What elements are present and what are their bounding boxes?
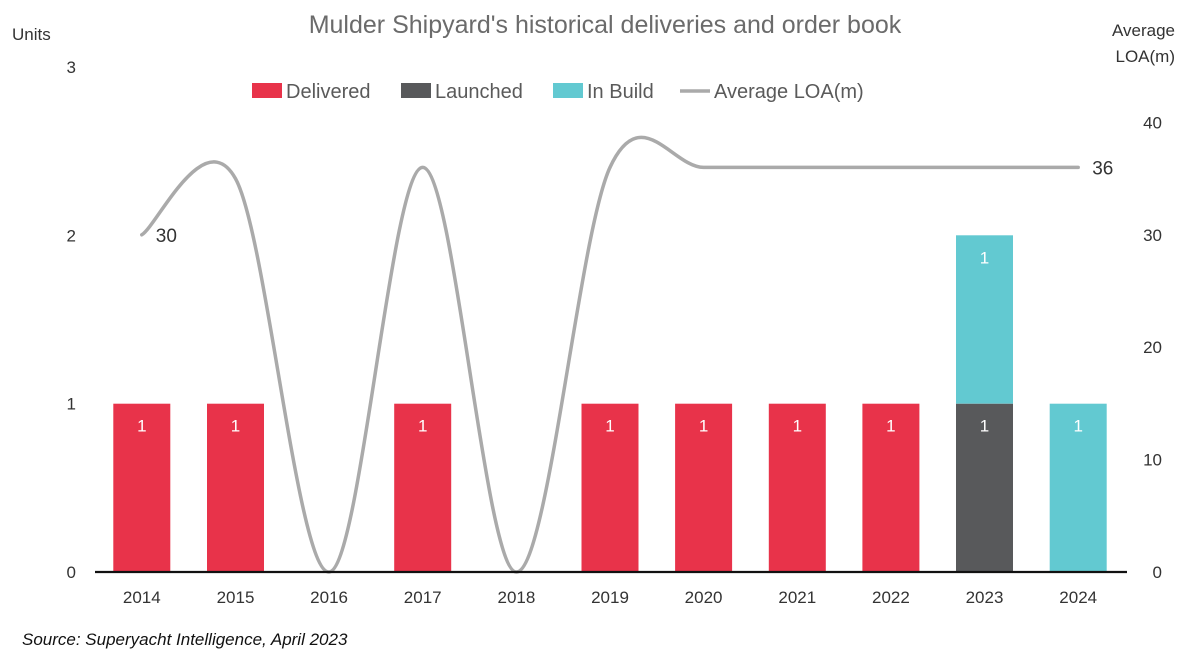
legend-label-in-build: In Build — [587, 81, 654, 103]
bar-delivered-2017 — [394, 403, 452, 572]
bar-delivered-2015 — [207, 403, 264, 572]
left-axis-tick: 1 — [67, 395, 76, 414]
bar-in-build-2023 — [956, 235, 1013, 404]
source-note: Source: Superyacht Intelligence, April 2… — [22, 630, 348, 649]
right-axis-tick: 40 — [1143, 113, 1162, 132]
x-axis-tick: 2015 — [217, 588, 255, 607]
bar-value-label: 1 — [886, 417, 895, 436]
left-axis-tick: 0 — [67, 563, 76, 582]
bar-value-label: 1 — [418, 417, 427, 436]
legend-label-delivered: Delivered — [286, 81, 370, 103]
x-axis-tick: 2020 — [685, 588, 723, 607]
x-axis-tick: 2017 — [404, 588, 442, 607]
bar-delivered-2019 — [581, 403, 639, 572]
left-axis-tick: 3 — [67, 58, 76, 77]
bar-value-label: 1 — [980, 417, 989, 436]
line-data-label-1: 36 — [1092, 158, 1113, 179]
right-axis-title-line2: LOA(m) — [1116, 47, 1176, 66]
x-axis-tick: 2021 — [778, 588, 816, 607]
legend-swatch-delivered — [252, 83, 282, 98]
right-axis-tick: 0 — [1153, 563, 1162, 582]
bar-value-label: 1 — [137, 417, 146, 436]
bar-value-label: 1 — [605, 417, 614, 436]
bar-delivered-2014 — [113, 403, 171, 572]
x-axis-tick: 2018 — [497, 588, 535, 607]
bar-in-build-2024 — [1049, 403, 1107, 572]
x-axis-tick: 2024 — [1059, 588, 1097, 607]
left-axis-tick: 2 — [67, 226, 76, 245]
bars-group: 1 1 1 1 1 1 1 1 1 1 — [113, 235, 1107, 572]
bar-delivered-2021 — [768, 403, 826, 572]
line-data-label-0: 30 — [156, 226, 177, 247]
bar-value-label: 1 — [1073, 417, 1082, 436]
bar-delivered-2020 — [675, 403, 733, 572]
x-axis-tick: 2014 — [123, 588, 161, 607]
right-axis-title-line1: Average — [1112, 21, 1175, 40]
bar-delivered-2022 — [862, 403, 920, 572]
legend-label-launched: Launched — [435, 81, 523, 103]
x-axis-tick: 2022 — [872, 588, 910, 607]
legend-swatch-in-build — [553, 83, 583, 98]
legend-label-average-loa-m-: Average LOA(m) — [714, 81, 864, 103]
x-axis-tick: 2019 — [591, 588, 629, 607]
legend-swatch-launched — [401, 83, 431, 98]
x-axis-tick: 2016 — [310, 588, 348, 607]
bar-launched-2023 — [956, 403, 1013, 572]
chart-title: Mulder Shipyard's historical deliveries … — [309, 11, 902, 39]
bar-value-label: 1 — [699, 417, 708, 436]
right-axis-tick: 10 — [1143, 451, 1162, 470]
bar-value-label: 1 — [793, 417, 802, 436]
bar-value-label: 1 — [231, 417, 240, 436]
right-axis-tick: 30 — [1143, 226, 1162, 245]
x-axis-tick: 2023 — [966, 588, 1004, 607]
left-axis-title: Units — [12, 25, 51, 44]
bar-value-label: 1 — [980, 248, 989, 267]
right-axis-tick: 20 — [1143, 338, 1162, 357]
legend: Delivered Launched In Build Average LOA(m) — [252, 81, 864, 103]
